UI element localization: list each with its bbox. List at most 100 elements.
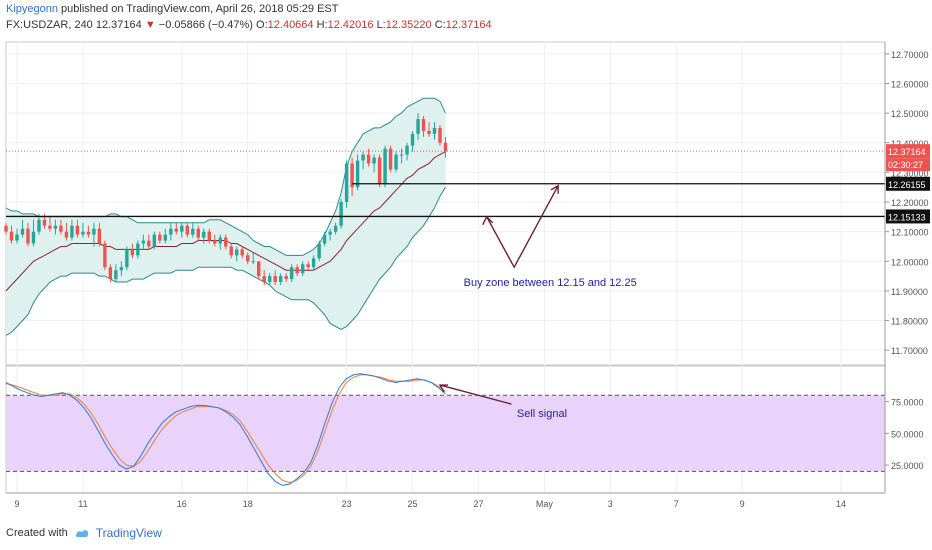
candle — [103, 240, 107, 271]
hline-tag: 12.15133 — [886, 209, 930, 224]
candle — [86, 225, 91, 238]
price-tick-label: 12.10000 — [891, 228, 929, 238]
candle-body — [136, 243, 140, 256]
countdown-bg — [886, 158, 930, 172]
candle-body — [119, 267, 124, 271]
price-tick-label: 11.90000 — [891, 287, 928, 297]
price-tick-label: 11.70000 — [891, 346, 928, 356]
candle — [147, 234, 151, 250]
candle — [213, 234, 217, 247]
candle — [278, 273, 283, 285]
candle — [152, 231, 157, 250]
candle — [443, 136, 448, 158]
candle — [169, 222, 173, 241]
price-chart[interactable]: 12.70000 12.60000 12.50000 12.40000 12.30000… — [0, 0, 932, 510]
time-tick-label: 9 — [740, 499, 745, 509]
candle-body — [174, 228, 179, 232]
buy-zone-label: Buy zone between 12.15 and 12.25 — [464, 277, 637, 289]
candle — [300, 261, 305, 277]
time-tick-label: 23 — [342, 499, 352, 509]
candle-body — [37, 219, 41, 232]
candle-body — [86, 231, 91, 235]
candle — [92, 222, 96, 247]
candle — [70, 219, 74, 241]
candle — [251, 252, 255, 265]
price-tick-label: 12.60000 — [891, 79, 929, 89]
candle-body — [163, 234, 168, 241]
candle-body — [114, 270, 118, 280]
candle-body — [317, 243, 321, 259]
time-tick-label: 11 — [78, 499, 87, 509]
candle — [196, 225, 200, 241]
candle-body — [421, 119, 426, 131]
candle-body — [108, 267, 113, 280]
candle-body — [394, 154, 398, 170]
candle-body — [207, 231, 211, 241]
candle-body — [202, 231, 206, 238]
candle — [383, 145, 387, 188]
candle-body — [333, 225, 338, 232]
hline-tag-bg — [886, 176, 930, 191]
chart-axes: 12.70000 12.60000 12.50000 12.40000 12.30000… — [6, 42, 930, 509]
candle-body — [97, 228, 102, 244]
candle — [97, 222, 102, 247]
tradingview-brand[interactable]: TradingView — [95, 526, 162, 540]
candle — [306, 261, 310, 271]
horizontal-lines[interactable] — [6, 150, 885, 218]
candle — [31, 219, 36, 247]
candle — [366, 148, 371, 167]
candle-body — [64, 231, 69, 238]
candle-body — [350, 163, 354, 188]
candle-body — [235, 249, 239, 256]
candle-body — [125, 249, 129, 268]
candle — [421, 116, 426, 137]
candle-body — [103, 243, 107, 268]
candle — [257, 261, 261, 280]
stoch-tick-label: 50.0000 — [891, 429, 924, 439]
candle-body — [339, 202, 343, 226]
symbol-label: FX:USDZAR, 240 — [6, 19, 93, 31]
candle-body — [438, 127, 442, 143]
candle — [438, 124, 442, 146]
candle — [207, 228, 211, 244]
candle — [158, 231, 162, 244]
publish-info: published on TradingView.com, April 26, … — [58, 3, 339, 15]
stoch-k-line — [5, 373, 446, 486]
candle — [37, 213, 41, 235]
time-tick-label: 3 — [608, 499, 613, 509]
time-tick-label: 14 — [836, 499, 846, 509]
last-price-tag-text: 12.37164 — [888, 147, 926, 157]
candle — [372, 154, 376, 173]
time-tick-label: 7 — [674, 499, 679, 509]
candle-body — [196, 228, 200, 238]
candle-body — [92, 228, 96, 235]
candle-body — [289, 267, 294, 280]
close-value: 12.37164 — [445, 19, 492, 31]
candle-body — [26, 228, 30, 244]
last-price-tag-bg — [886, 144, 930, 159]
candle — [333, 222, 338, 235]
candle — [218, 234, 222, 250]
author-name[interactable]: Kipyegonn — [6, 3, 58, 15]
candle — [235, 246, 239, 262]
publish-line: Kipyegonn published on TradingView.com, … — [6, 3, 338, 15]
candle-body — [31, 231, 36, 244]
candle — [273, 270, 277, 285]
sell-arrow-line — [439, 384, 512, 405]
candle-body — [15, 234, 19, 241]
candle — [53, 219, 58, 235]
candle-body — [361, 154, 365, 161]
candle-body — [405, 145, 409, 155]
candle-body — [377, 157, 382, 185]
price-tick-label: 12.00000 — [891, 257, 929, 267]
annotations[interactable]: Buy zone between 12.15 and 12.25 Sell sig… — [438, 184, 637, 420]
candle-body — [169, 228, 173, 235]
high-value: 12.42016 — [327, 19, 374, 31]
candle — [246, 252, 250, 265]
hline-tag-bg — [886, 209, 930, 224]
candle-body — [9, 231, 14, 241]
hline-tag-text: 12.15133 — [888, 212, 926, 222]
candle — [26, 222, 30, 247]
price-tick-label: 12.20000 — [891, 198, 929, 208]
candle-body — [20, 228, 25, 235]
